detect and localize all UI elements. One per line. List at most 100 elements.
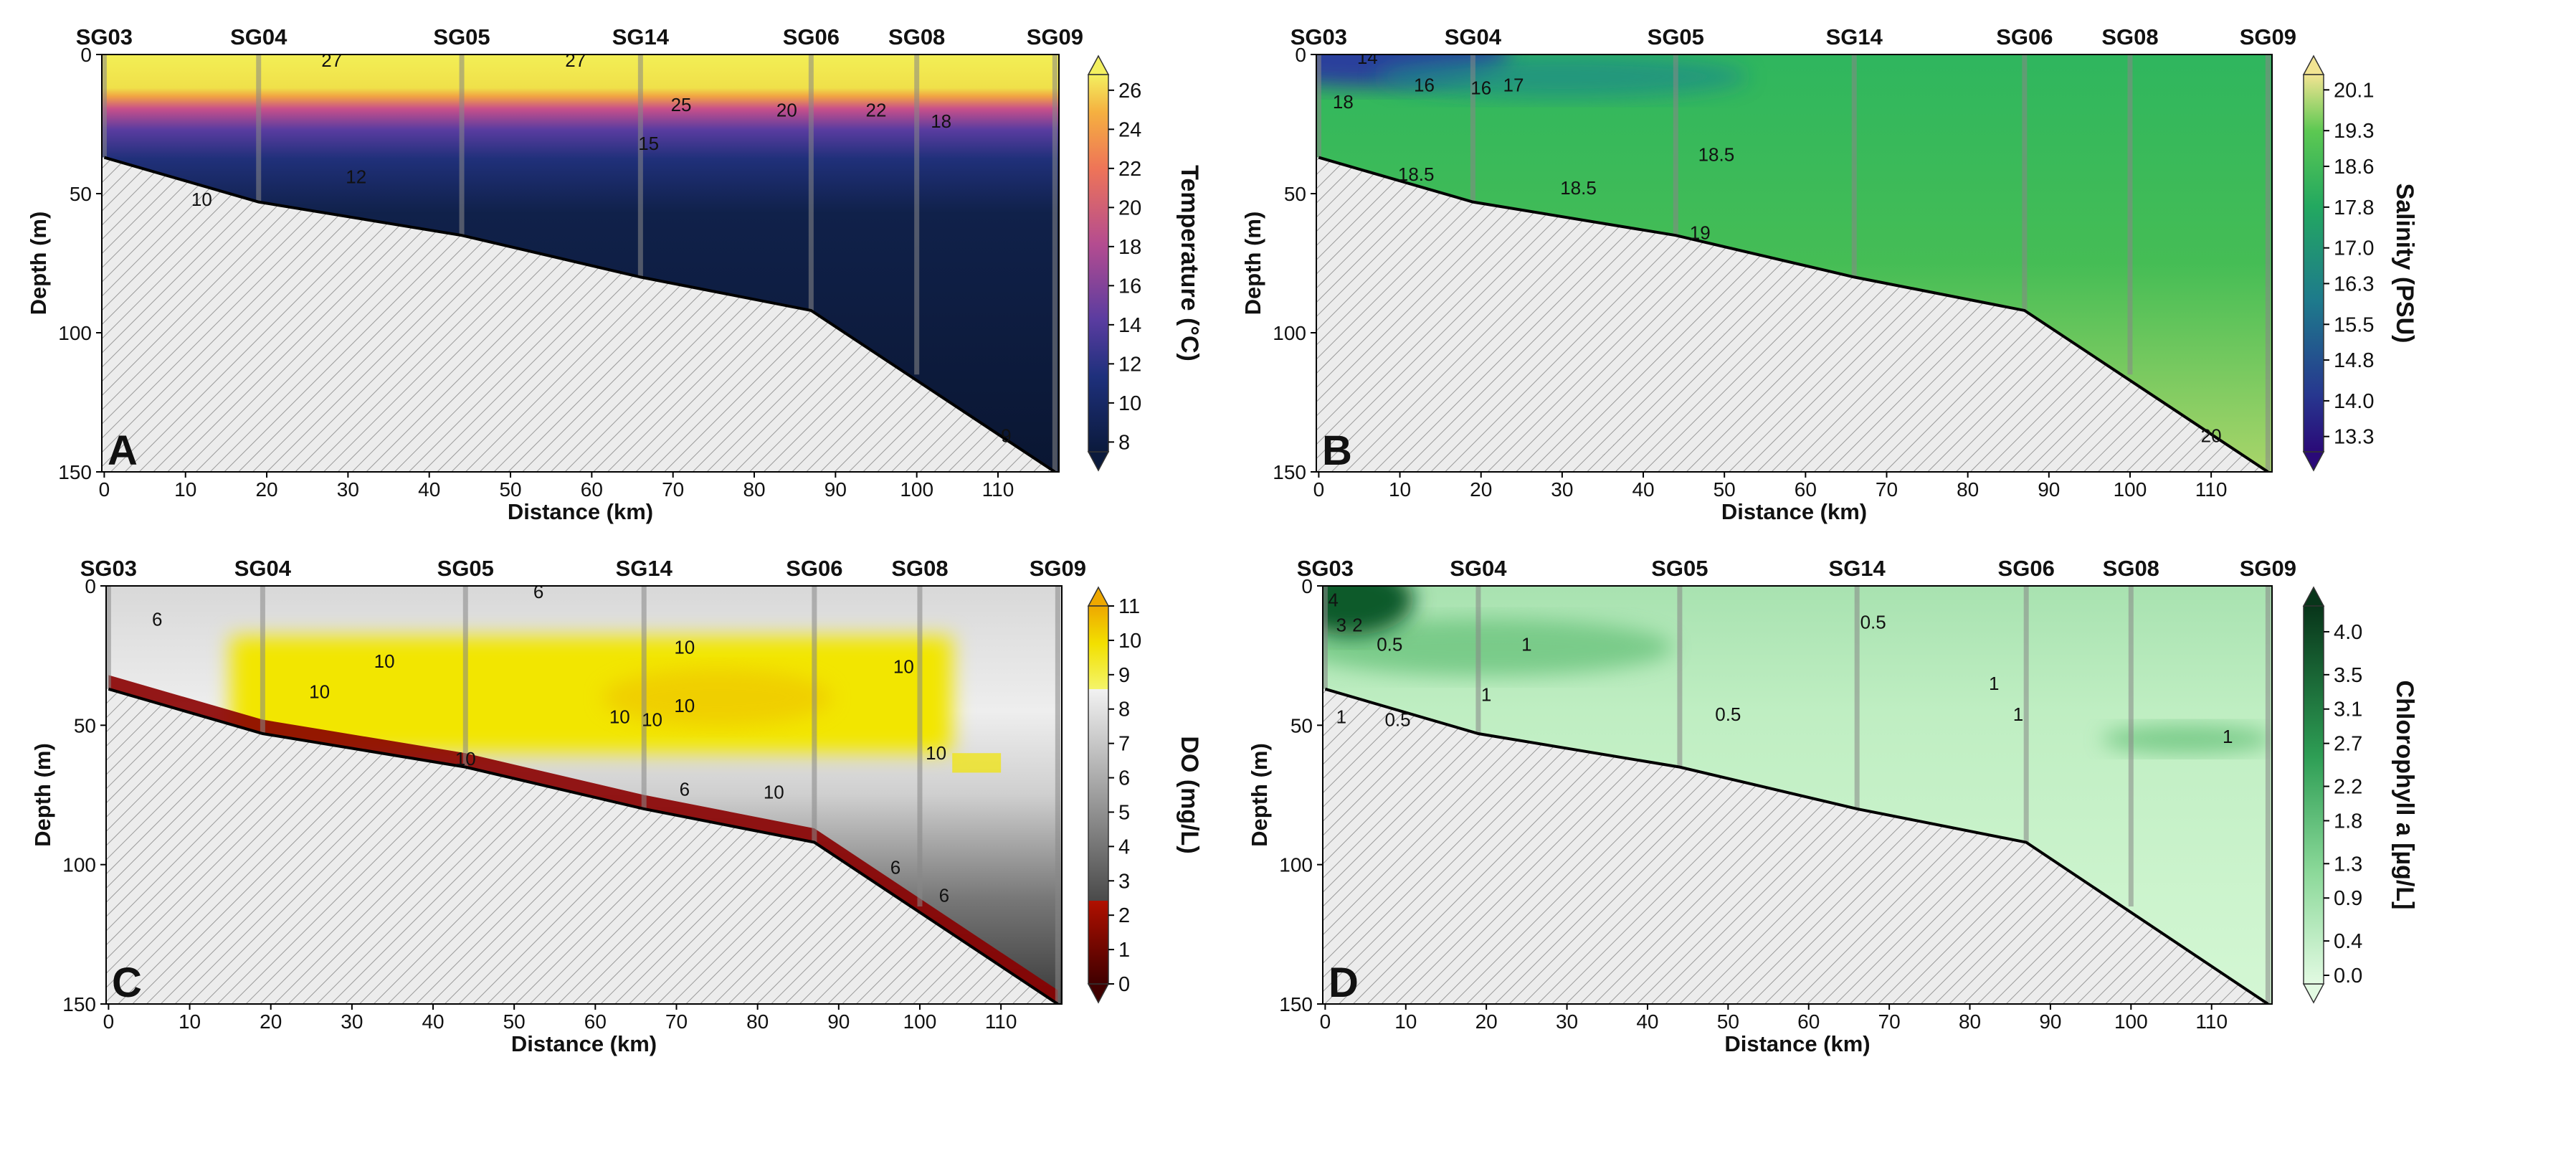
station-label: SG05 bbox=[433, 24, 490, 49]
x-axis-label: Distance (km) bbox=[508, 499, 653, 524]
panel-letter: D bbox=[1329, 960, 1359, 1006]
colorbar: 8 10 12 14 16 18 20 22 24 26 Temperature (°C) bbox=[1087, 55, 1203, 472]
colorbar: 0.0 0.4 0.9 1.3 1.8 2.2 2.7 3.1 3.5 4.0 Chlorophyl… bbox=[2302, 586, 2418, 1004]
y-tick-label: 150 bbox=[1279, 993, 1313, 1015]
x-tick-label: 100 bbox=[903, 1010, 937, 1033]
station-label: SG08 bbox=[888, 24, 945, 49]
x-tick-label: 100 bbox=[2114, 1010, 2148, 1033]
contour-label: 22 bbox=[866, 100, 887, 121]
x-tick-label: 20 bbox=[1475, 1010, 1498, 1033]
station-label: SG14 bbox=[1829, 556, 1886, 581]
plot-area: 6 6 10 10 10 10 10 10 10 10 10 6 10 6 6 bbox=[106, 581, 1062, 1004]
station-label: SG05 bbox=[1648, 24, 1704, 49]
seabed bbox=[106, 688, 1062, 1004]
station-label: SG09 bbox=[2240, 556, 2296, 581]
contour-label: 18.5 bbox=[1398, 164, 1435, 185]
colorbar-tick-label: 6 bbox=[1118, 767, 1130, 790]
y-axis-label: Depth (m) bbox=[30, 743, 55, 847]
contour-label: 4 bbox=[1328, 589, 1338, 610]
plot-area: 14 16 16 17 18 18.5 18.5 18.5 19 20 bbox=[1316, 55, 2272, 472]
y-tick-label: 100 bbox=[1279, 854, 1313, 876]
colorbar-tick-label: 0 bbox=[1118, 973, 1130, 996]
x-tick-label: 60 bbox=[1797, 1010, 1820, 1033]
plot-frame bbox=[101, 54, 1060, 473]
contour-label: 12 bbox=[346, 166, 366, 188]
colorbar-tick-label: 14.0 bbox=[2334, 390, 2374, 413]
x-tick-label: 0 bbox=[1313, 478, 1325, 501]
colorbar-tick-label: 1.3 bbox=[2334, 853, 2362, 876]
y-tick-label: 50 bbox=[1284, 183, 1306, 205]
x-tick-label: 90 bbox=[2038, 478, 2060, 501]
contour-label: 1 bbox=[1481, 684, 1491, 706]
y-tick-label: 150 bbox=[62, 993, 96, 1015]
x-tick-label: 110 bbox=[982, 478, 1014, 501]
colorbar-bar bbox=[2303, 74, 2324, 453]
colorbar-extend-max bbox=[2302, 55, 2325, 75]
hypoxic-layer bbox=[108, 675, 1058, 1004]
colorbar-title: Temperature (°C) bbox=[1176, 165, 1203, 361]
x-axis-label: Distance (km) bbox=[511, 1031, 657, 1056]
colorbar-tick-label: 14 bbox=[1118, 314, 1141, 337]
contour-label: 10 bbox=[642, 709, 662, 731]
contour-label: 1 bbox=[2013, 704, 2023, 725]
colorbar-bar bbox=[1088, 74, 1109, 453]
contour-label: 0.5 bbox=[1715, 704, 1741, 725]
x-tick-label: 30 bbox=[1551, 478, 1573, 501]
panel-letter: A bbox=[108, 427, 138, 474]
contour-label: 1 bbox=[1336, 706, 1346, 728]
contour-label: 6 bbox=[680, 779, 690, 800]
x-tick-label: 30 bbox=[337, 478, 359, 501]
bathymetry-line bbox=[1318, 156, 2269, 472]
station-label: SG08 bbox=[891, 556, 948, 581]
contour-label: 1 bbox=[1989, 673, 1999, 694]
y-tick-label: 50 bbox=[74, 714, 96, 736]
station-label: SG04 bbox=[1450, 556, 1507, 581]
contour-label: 18.5 bbox=[1698, 144, 1735, 166]
x-tick-label: 100 bbox=[900, 478, 933, 501]
y-tick-label: 50 bbox=[70, 183, 92, 205]
colorbar-tick-label: 0.4 bbox=[2334, 930, 2362, 953]
x-tick-label: 60 bbox=[1795, 478, 1817, 501]
y-axis-label: Depth (m) bbox=[26, 212, 51, 316]
x-tick-label: 10 bbox=[1389, 478, 1411, 501]
colorbar-extend-min bbox=[2302, 983, 2325, 1004]
y-axis-label: Depth (m) bbox=[1240, 212, 1265, 316]
colorbar-title: Chlorophyll a [µg/L] bbox=[2391, 681, 2418, 910]
bathymetry-line bbox=[108, 687, 1059, 1004]
colorbar-tick-label: 10 bbox=[1118, 392, 1141, 415]
plot-frame bbox=[105, 585, 1063, 1005]
station-label: SG03 bbox=[76, 24, 133, 49]
station-label: SG04 bbox=[1445, 24, 1502, 49]
high-do-band bbox=[230, 635, 953, 754]
seabed bbox=[102, 157, 1059, 472]
colorbar-tick-label: 2 bbox=[1118, 904, 1130, 927]
x-tick-label: 60 bbox=[581, 478, 603, 501]
x-tick-label: 80 bbox=[1959, 1010, 1981, 1033]
y-tick-label: 150 bbox=[58, 461, 92, 483]
colorbar-tick-label: 0.9 bbox=[2334, 887, 2362, 910]
station-label: SG03 bbox=[1291, 24, 1347, 49]
colorbar-title: Salinity (PSU) bbox=[2391, 184, 2418, 344]
x-tick-label: 20 bbox=[260, 1010, 282, 1033]
contour-label: 1 bbox=[1521, 634, 1531, 655]
colorbar-tick-label: 17.0 bbox=[2334, 237, 2374, 260]
colorbar-extend-max bbox=[2302, 586, 2325, 607]
colorbar-tick-label: 16.3 bbox=[2334, 273, 2374, 295]
contour-label: 0.5 bbox=[1377, 634, 1402, 655]
panel-B: 14 16 16 17 18 18.5 18.5 18.5 19 20 0 10 20 30 40 50 60 7… bbox=[1240, 24, 2418, 524]
x-tick-label: 90 bbox=[824, 478, 847, 501]
colorbar-tick-label: 0.0 bbox=[2334, 965, 2362, 987]
station-label: SG09 bbox=[2240, 24, 2296, 49]
x-tick-label: 40 bbox=[422, 1010, 444, 1033]
colorbar-bar bbox=[2303, 605, 2324, 985]
station-label: SG05 bbox=[437, 556, 494, 581]
contour-label: 1 bbox=[2223, 726, 2233, 747]
colorbar-tick-label: 12 bbox=[1118, 353, 1141, 376]
contour-label: 20 bbox=[776, 100, 797, 121]
colorbar-tick-label: 1 bbox=[1118, 939, 1130, 962]
colorbar-tick-label: 2.2 bbox=[2334, 776, 2362, 799]
contour-label: 6 bbox=[533, 581, 543, 602]
colorbar-bar bbox=[1088, 605, 1109, 985]
